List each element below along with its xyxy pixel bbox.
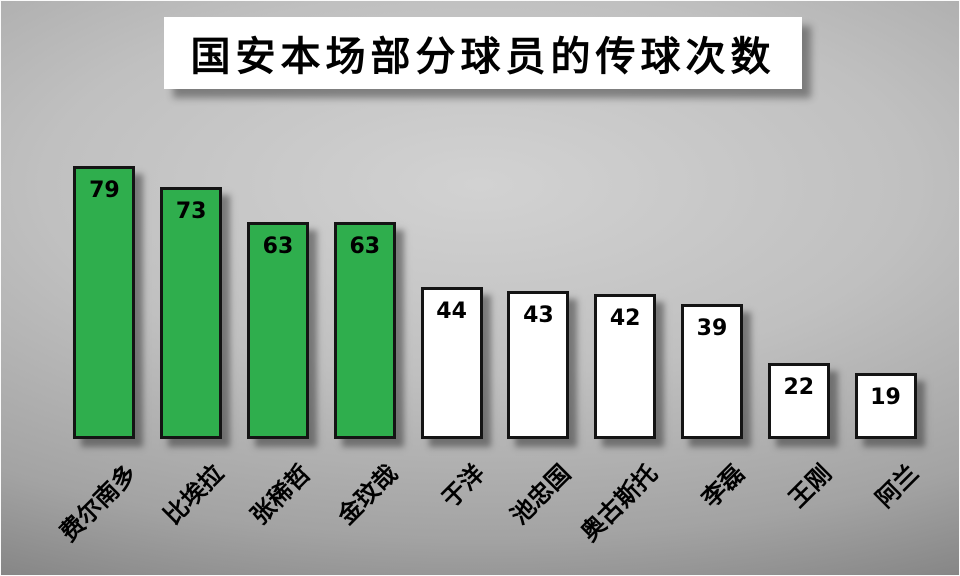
bar: 22 xyxy=(767,363,830,439)
x-axis-label: 张稀哲 xyxy=(245,459,317,530)
x-axis-label: 奥古斯托 xyxy=(575,459,664,547)
x-axis-label: 费尔南多 xyxy=(54,459,143,547)
bar-value-label: 43 xyxy=(523,303,554,328)
bar: 42 xyxy=(594,294,657,439)
bar-slot: 39 李磊 xyxy=(669,1,756,513)
chart-title-box: 国安本场部分球员的传球次数 xyxy=(164,17,802,89)
x-axis-label: 于洋 xyxy=(435,459,490,513)
bar: 63 xyxy=(333,222,396,439)
bar-slot: 73 比埃拉 xyxy=(148,1,235,530)
x-axis-label: 王刚 xyxy=(783,459,837,513)
chart-title: 国安本场部分球员的传球次数 xyxy=(190,34,776,80)
bar: 19 xyxy=(854,373,917,439)
bar-value-label: 63 xyxy=(262,234,294,259)
x-axis-label: 李磊 xyxy=(696,459,751,513)
bar-slot: 22 王刚 xyxy=(755,1,842,513)
bar-slot: 63 张稀哲 xyxy=(235,1,322,530)
bar-value-label: 19 xyxy=(870,385,901,410)
x-axis-label: 金玟哉 xyxy=(332,459,403,530)
bar-slot: 42 奥古斯托 xyxy=(576,1,669,547)
bar-value-label: 42 xyxy=(609,306,641,331)
bar-slot: 43 池忠国 xyxy=(495,1,582,530)
bar-slot: 44 于洋 xyxy=(408,1,495,513)
bar-value-label: 63 xyxy=(349,234,381,259)
bar-value-label: 39 xyxy=(696,316,728,341)
x-axis-label: 池忠国 xyxy=(505,459,577,530)
bar-chart-plot-area: 79 费尔南多 73 比埃拉 63 张稀哲 63 金玟哉 44 于洋 43 池忠国 42 奥古斯托 39 李磊… xyxy=(55,1,929,547)
bar-value-label: 44 xyxy=(436,299,467,324)
bar: 73 xyxy=(160,187,223,439)
bar-value-label: 73 xyxy=(175,199,207,224)
bar: 43 xyxy=(507,291,570,439)
x-axis-label: 比埃拉 xyxy=(158,459,230,530)
bar-value-label: 79 xyxy=(89,178,120,203)
bar: 39 xyxy=(680,304,743,439)
bar: 44 xyxy=(420,287,483,439)
bar-value-label: 22 xyxy=(783,375,815,400)
bar: 79 xyxy=(73,166,136,439)
bar: 63 xyxy=(246,222,309,439)
bar-slot: 63 金玟哉 xyxy=(321,1,408,530)
x-axis-label: 阿兰 xyxy=(869,459,924,513)
bar-slot: 79 费尔南多 xyxy=(55,1,148,547)
bar-slot: 19 阿兰 xyxy=(842,1,929,513)
